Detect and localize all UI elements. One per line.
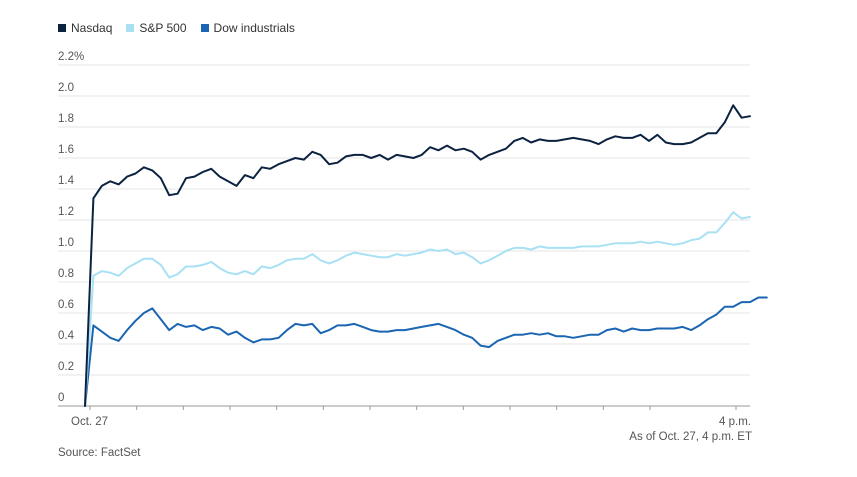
y-tick-label: 2.2% (58, 51, 84, 63)
x-axis: Oct. 27 4 p.m. (71, 406, 751, 428)
y-tick-label: 0.8 (58, 268, 74, 280)
legend-swatch (200, 24, 209, 32)
legend-label: S&P 500 (139, 21, 187, 35)
legend-label: Nasdaq (71, 21, 113, 35)
y-tick-label: 0.2 (58, 361, 74, 373)
as-of-note: As of Oct. 27, 4 p.m. ET (629, 431, 752, 443)
chart-legend: Nasdaq S&P 500 Dow industrials (58, 21, 295, 35)
legend-swatch (58, 24, 66, 32)
y-tick-label: 1.4 (58, 175, 75, 187)
y-tick-label: 2.0 (58, 82, 74, 94)
y-tick-label: 1.2 (58, 206, 74, 218)
y-axis: 0 0.2 0.4 0.6 0.8 1.0 1.2 1.4 1.6 1.8 2.0 2.2% (58, 51, 84, 404)
legend-item-0: Nasdaq (58, 21, 112, 35)
series-line-nasdaq (84, 104, 751, 407)
y-tick-label: 1.6 (58, 144, 74, 156)
legend-label: Dow industrials (213, 21, 295, 35)
series-lines (84, 104, 768, 407)
x-tick-label-start: Oct. 27 (71, 416, 108, 428)
y-tick-label: 1.8 (58, 113, 74, 125)
series-line-dow-industrials (84, 296, 768, 407)
grid-lines (58, 64, 750, 407)
y-tick-label: 0.4 (58, 330, 75, 342)
y-tick-label: 1.0 (58, 237, 74, 249)
legend-item-1: S&P 500 (126, 21, 187, 35)
series-line-s-p-500 (84, 211, 751, 407)
source-note: Source: FactSet (58, 447, 141, 459)
y-tick-label: 0.6 (58, 299, 74, 311)
x-tick-label-end: 4 p.m. (719, 416, 751, 428)
y-tick-label: 0 (58, 392, 64, 404)
legend-swatch (126, 24, 135, 32)
legend-item-2: Dow industrials (200, 21, 295, 35)
